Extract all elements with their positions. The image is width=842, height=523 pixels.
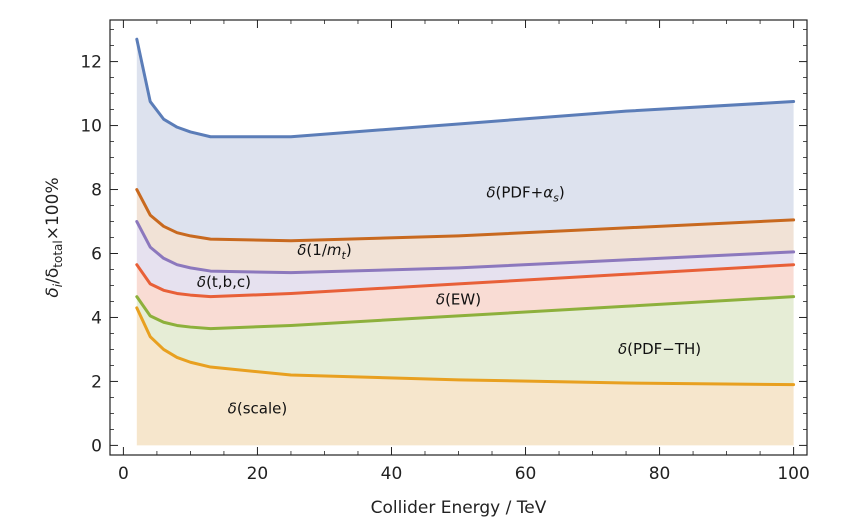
- x-tick-label: 40: [381, 464, 403, 484]
- region-label-5: δ(1/mt): [297, 241, 351, 262]
- region-label-3: δ(EW): [436, 291, 481, 309]
- series-line-4: [135, 220, 796, 275]
- y-tick-label: 8: [91, 181, 102, 201]
- y-axis-title-percent: ×100%: [43, 177, 63, 240]
- band-fills: [136, 39, 794, 446]
- series-line-6: [135, 37, 796, 139]
- y-axis-title: δi/δtotal×100%: [43, 177, 65, 297]
- series-lines: [135, 37, 796, 387]
- x-tick-label: 20: [247, 464, 269, 484]
- y-tick-label: 0: [91, 436, 102, 456]
- x-tick-label: 80: [649, 464, 671, 484]
- region-label-2: δ(PDF−TH): [618, 340, 701, 358]
- y-tick-label: 12: [80, 53, 102, 73]
- y-axis-title-delta: /δ: [43, 268, 63, 284]
- region-labels: δ(scale) δ(PDF−TH) δ(EW) δ(t,b,c) δ(1/mt) δ(P…: [197, 184, 701, 418]
- region-label-6: δ(PDF+αs): [486, 184, 564, 205]
- x-axis-title: Collider Energy / TeV: [371, 498, 547, 518]
- y-axis-title-sub-i: i: [51, 283, 65, 287]
- band-fill-4: [136, 221, 794, 297]
- band-fill-5: [136, 189, 794, 273]
- series-line-1: [135, 306, 796, 387]
- band-fill-2: [136, 296, 794, 385]
- y-tick-label: 4: [91, 308, 102, 328]
- y-tick-label: 2: [91, 372, 102, 392]
- series-line-5: [135, 188, 796, 243]
- region-label-1: δ(scale): [228, 399, 288, 417]
- y-tick-label: 10: [80, 117, 102, 137]
- y-axis-title-sub-total: total: [51, 240, 65, 267]
- band-fill-1: [136, 307, 794, 446]
- band-fill-3: [136, 264, 794, 329]
- series-line-2: [135, 295, 796, 331]
- band-fill-6: [136, 39, 794, 241]
- x-tick-label: 0: [118, 464, 129, 484]
- y-tick-label: 6: [91, 244, 102, 264]
- series-line-3: [135, 263, 796, 299]
- axis-ticks: 0 20 40 60 80 100 0 2 4 6 8 10 12: [80, 20, 810, 484]
- region-label-4: δ(t,b,c): [197, 273, 251, 291]
- y-axis-title-delta-i: δ: [43, 287, 63, 297]
- x-tick-label: 100: [777, 464, 809, 484]
- x-tick-label: 60: [515, 464, 537, 484]
